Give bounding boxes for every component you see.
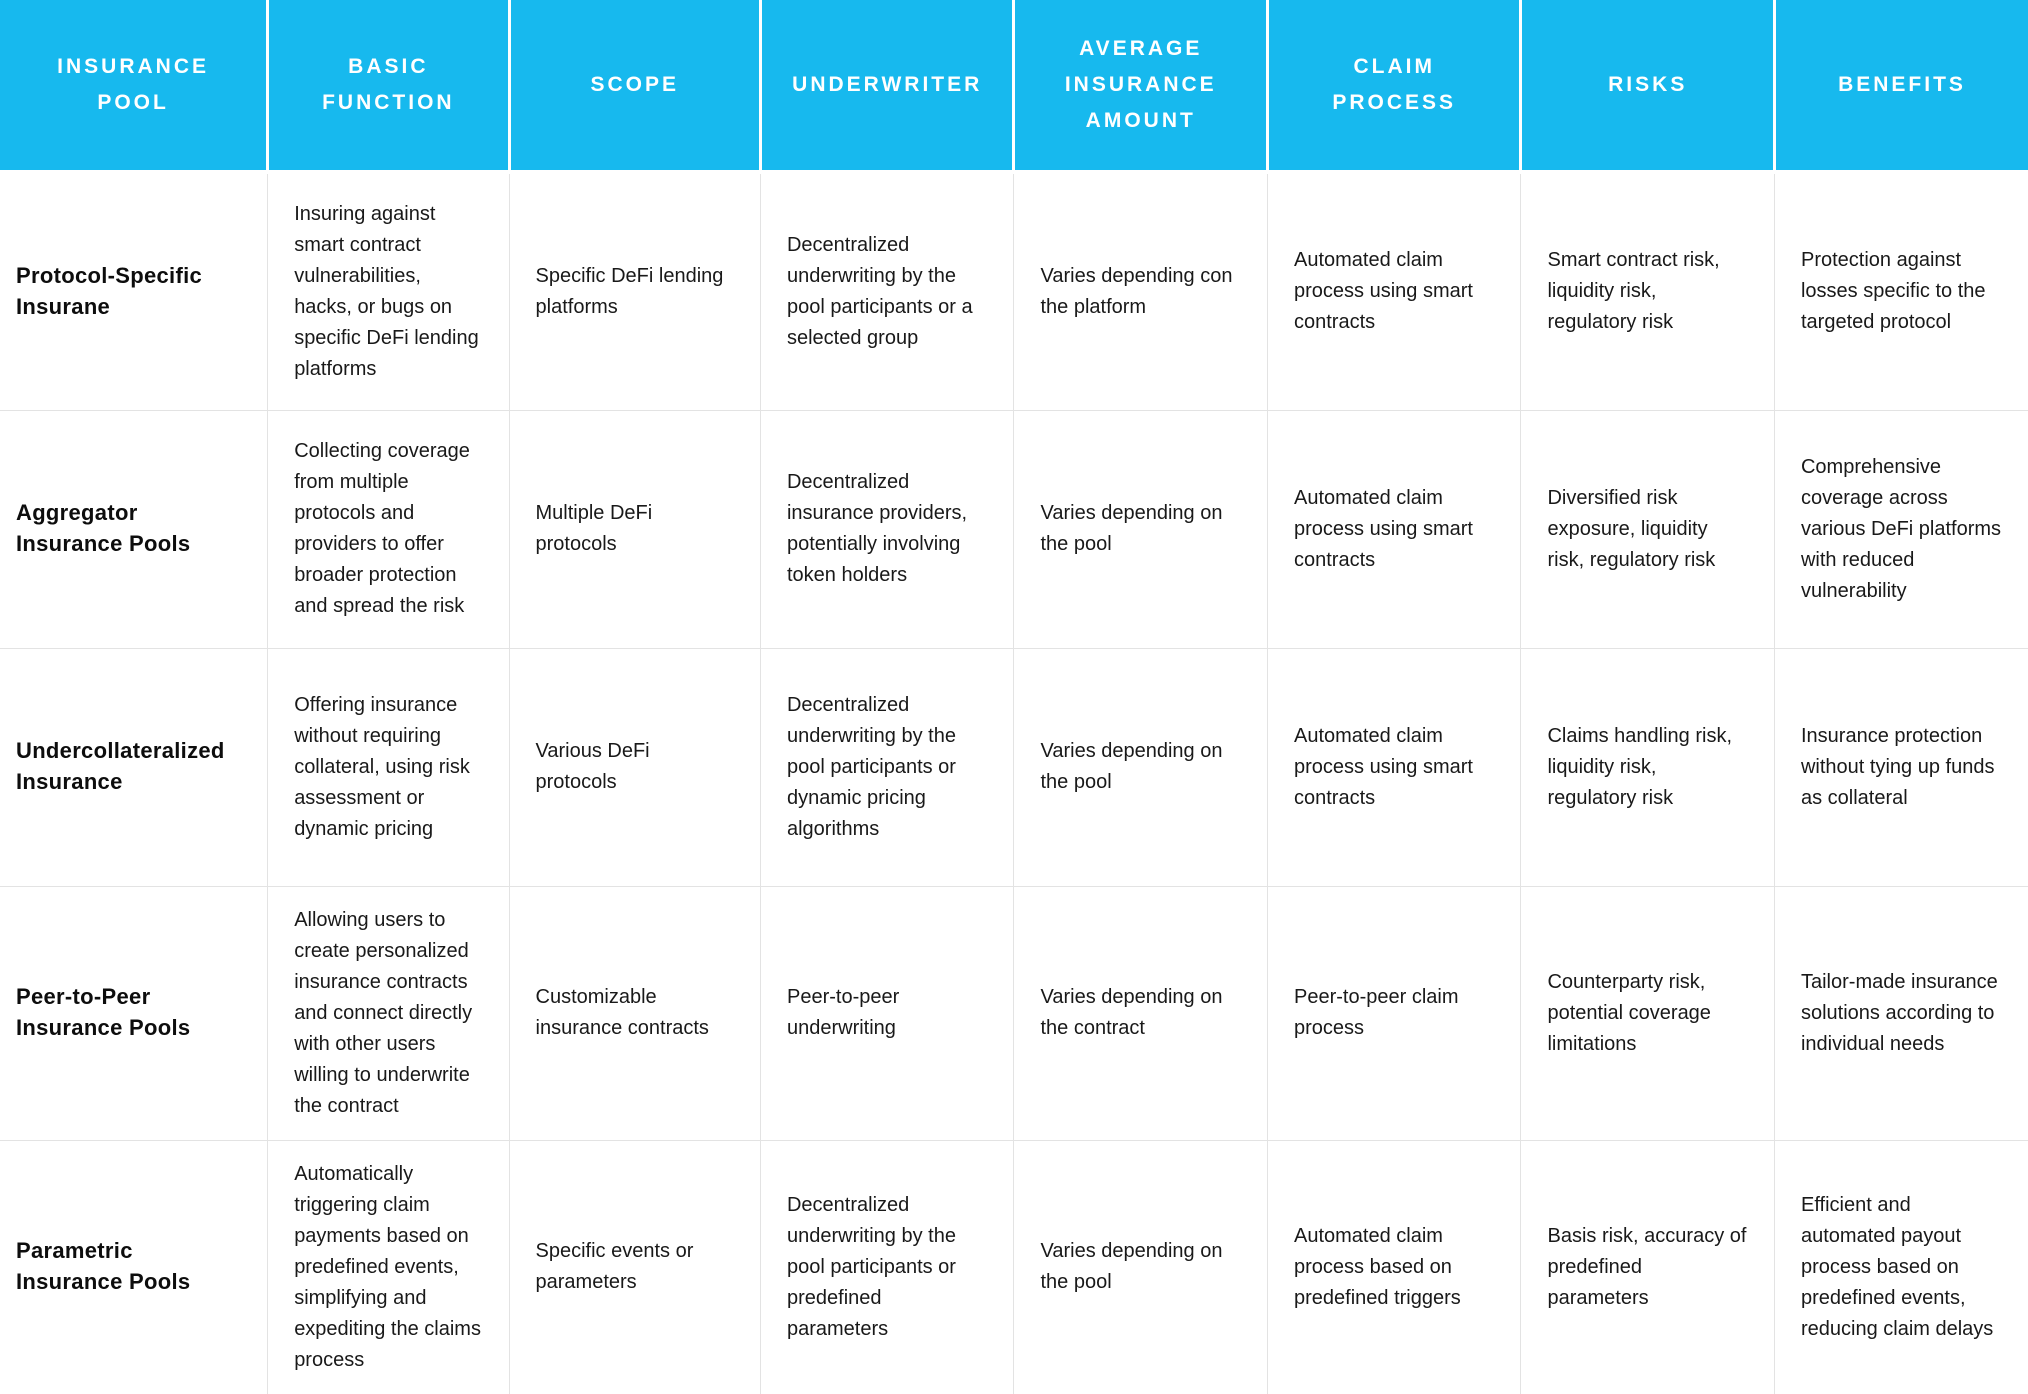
cell-claim-process: Automated claim process using smart cont… — [1266, 409, 1522, 649]
cell-risks: Counterparty risk, potential coverage li… — [1520, 885, 1775, 1141]
cell-underwriter: Peer-to-peer underwriting — [759, 885, 1015, 1141]
table-row-parametric: Parametric Insurance Pools Automatically… — [0, 1139, 2028, 1394]
cell-risks: Basis risk, accuracy of predefined param… — [1520, 1139, 1775, 1394]
cell-insurance-pool: Parametric Insurance Pools — [0, 1139, 269, 1394]
cell-claim-process: Automated claim process using smart cont… — [1266, 171, 1522, 411]
cell-basic-function: Offering insurance without requiring col… — [267, 647, 510, 887]
cell-average-insurance-amount: Varies depending on the pool — [1013, 647, 1268, 887]
cell-average-insurance-amount: Varies depending on the pool — [1013, 1139, 1268, 1394]
table-body: Protocol-Specific Insurane Insuring agai… — [0, 171, 2028, 1394]
cell-insurance-pool: Protocol-Specific Insurane — [0, 171, 269, 411]
cell-scope: Various DeFi protocols — [508, 647, 761, 887]
cell-average-insurance-amount: Varies depending on the pool — [1013, 409, 1268, 649]
column-header-underwriter: Underwriter — [760, 0, 1016, 174]
cell-basic-function: Insuring against smart contract vulnerab… — [267, 171, 510, 411]
cell-underwriter: Decentralized underwriting by the pool p… — [759, 1139, 1015, 1394]
header-row: Insurance Pool Basic Function Scope Unde… — [0, 0, 2028, 174]
cell-insurance-pool: Aggregator Insurance Pools — [0, 409, 269, 649]
cell-risks: Claims handling risk, liquidity risk, re… — [1520, 647, 1775, 887]
cell-insurance-pool: Peer-to-Peer Insurance Pools — [0, 885, 269, 1141]
cell-insurance-pool: Undercollateralized Insurance — [0, 647, 269, 887]
column-header-insurance-pool: Insurance Pool — [0, 0, 270, 174]
cell-basic-function: Allowing users to create personalized in… — [267, 885, 510, 1141]
cell-average-insurance-amount: Varies depending on the contract — [1013, 885, 1268, 1141]
cell-claim-process: Automated claim process based on predefi… — [1266, 1139, 1522, 1394]
column-header-benefits: Benefits — [1774, 0, 2028, 174]
cell-benefits: Efficient and automated payout process b… — [1773, 1139, 2028, 1394]
table-header: Insurance Pool Basic Function Scope Unde… — [0, 0, 2028, 174]
column-header-basic-function: Basic Function — [267, 0, 511, 174]
table-row-aggregator: Aggregator Insurance Pools Collecting co… — [0, 409, 2028, 649]
cell-basic-function: Collecting coverage from multiple protoc… — [267, 409, 510, 649]
cell-benefits: Protection against losses specific to th… — [1773, 171, 2028, 411]
cell-underwriter: Decentralized underwriting by the pool p… — [759, 171, 1015, 411]
cell-claim-process: Automated claim process using smart cont… — [1266, 647, 1522, 887]
cell-risks: Smart contract risk, liquidity risk, reg… — [1520, 171, 1775, 411]
cell-claim-process: Peer-to-peer claim process — [1266, 885, 1522, 1141]
cell-underwriter: Decentralized insurance providers, poten… — [759, 409, 1015, 649]
cell-scope: Specific DeFi lending platforms — [508, 171, 761, 411]
column-header-scope: Scope — [509, 0, 762, 174]
column-header-claim-process: Claim Process — [1267, 0, 1523, 174]
column-header-average-insurance-amount: Average Insurance Amount — [1013, 0, 1269, 174]
column-header-risks: Risks — [1520, 0, 1776, 174]
cell-benefits: Comprehensive coverage across various De… — [1773, 409, 2028, 649]
cell-underwriter: Decentralized underwriting by the pool p… — [759, 647, 1015, 887]
table-row-peer-to-peer: Peer-to-Peer Insurance Pools Allowing us… — [0, 885, 2028, 1141]
cell-average-insurance-amount: Varies depending con the platform — [1013, 171, 1268, 411]
cell-risks: Diversified risk exposure, liquidity ris… — [1520, 409, 1775, 649]
cell-scope: Multiple DeFi protocols — [508, 409, 761, 649]
cell-scope: Specific events or parameters — [508, 1139, 761, 1394]
table-row-protocol-specific: Protocol-Specific Insurane Insuring agai… — [0, 171, 2028, 411]
table-row-undercollateralized: Undercollateralized Insurance Offering i… — [0, 647, 2028, 887]
cell-benefits: Insurance protection without tying up fu… — [1773, 647, 2028, 887]
cell-basic-function: Automatically triggering claim payments … — [267, 1139, 510, 1394]
cell-benefits: Tailor-made insurance solutions accordin… — [1773, 885, 2028, 1141]
cell-scope: Customizable insurance contracts — [508, 885, 761, 1141]
